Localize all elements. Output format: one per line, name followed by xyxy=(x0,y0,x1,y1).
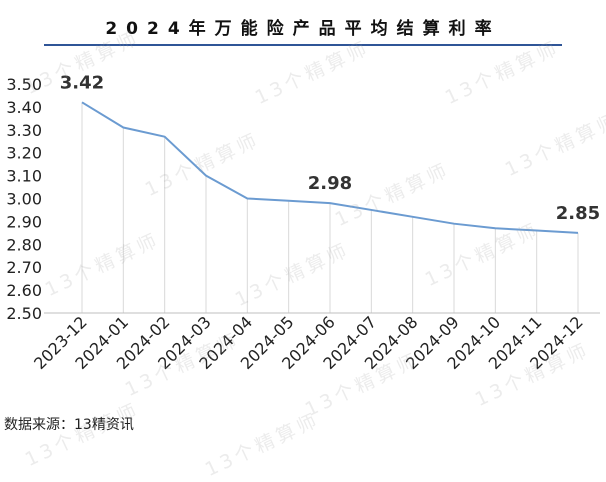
line-chart: 3.50 3.40 3.30 3.20 3.10 3.00 2.90 2.80 2.70 2.60… xyxy=(6,72,600,373)
source-note: 数据来源：13精资讯 xyxy=(4,417,134,433)
y-tick-label: 2.70 xyxy=(6,258,42,277)
y-tick-label: 3.50 xyxy=(6,75,42,94)
series-line xyxy=(81,101,579,234)
y-tick-label: 2.90 xyxy=(6,212,42,231)
grid-layer xyxy=(81,102,579,313)
y-tick-label: 2.60 xyxy=(6,281,42,300)
y-tick-label: 2.50 xyxy=(6,304,42,323)
y-tick-label: 3.00 xyxy=(6,190,42,209)
label-layer: 3.42 2.98 2.85 xyxy=(60,72,600,224)
line-layer xyxy=(81,101,579,234)
data-label: 3.42 xyxy=(60,72,104,93)
y-tick-label: 3.40 xyxy=(6,98,42,117)
chart-title: 2024年万能险产品平均结算利率 xyxy=(105,19,501,39)
axis-layer: 3.50 3.40 3.30 3.20 3.10 3.00 2.90 2.80 2.70 2.60… xyxy=(6,75,600,373)
y-tick-label: 3.10 xyxy=(6,167,42,186)
title-underline xyxy=(44,44,562,46)
y-tick-label: 3.20 xyxy=(6,144,42,163)
y-tick-label: 3.30 xyxy=(6,121,42,140)
y-tick-label: 2.80 xyxy=(6,235,42,254)
data-label: 2.85 xyxy=(556,203,600,224)
data-label: 2.98 xyxy=(308,173,352,194)
